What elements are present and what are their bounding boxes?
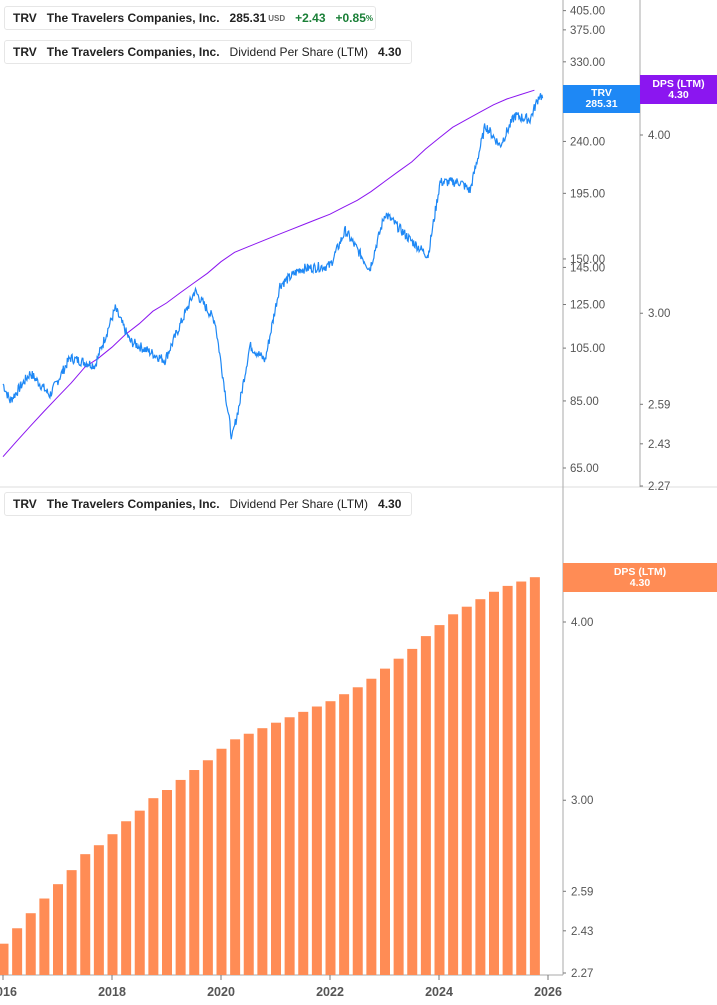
legend-ticker: TRV: [13, 11, 37, 25]
dps-tick-label: 2.27: [648, 481, 670, 493]
dps-bar: [339, 694, 350, 975]
price-tick-label: 195.00: [570, 188, 605, 200]
dps-bar: [516, 581, 527, 975]
price-tick-label: 125.00: [570, 300, 605, 312]
legend-company: The Travelers Companies, Inc.: [46, 497, 220, 511]
legend-price: 285.31: [229, 11, 267, 25]
dps-bar: [475, 599, 486, 975]
bar-tick-label: 3.00: [571, 795, 593, 807]
dps-bar: [298, 711, 309, 975]
dps-bar: [393, 658, 404, 975]
legend-company: The Travelers Companies, Inc.: [46, 11, 220, 25]
dps-bar: [66, 870, 77, 975]
price-tag-ticker: TRV: [591, 87, 612, 99]
bar-tick-label: 4.00: [571, 617, 593, 629]
legend-company: The Travelers Companies, Inc.: [46, 45, 220, 59]
dps-bar: [529, 577, 540, 975]
dps-bar: [434, 625, 445, 975]
dps-tick-label: 3.00: [648, 308, 670, 320]
price-tag: TRV 285.31: [563, 85, 640, 113]
dps-bar: [448, 614, 459, 975]
legend-change-pct: +0.85: [335, 11, 366, 25]
price-tick-label: 150.00: [570, 254, 605, 266]
dps-bar: [420, 636, 431, 975]
legend-value: 4.30: [378, 497, 402, 511]
legend-value: 4.30: [378, 45, 402, 59]
dps-bar: [162, 790, 172, 975]
dps-tick-label: 2.59: [648, 399, 670, 411]
legend-ticker: TRV: [13, 497, 37, 511]
price-tick-label: 405.00: [570, 6, 605, 18]
dps-bar: [325, 701, 336, 975]
dps-bar: [257, 728, 268, 975]
dps-legend-bottom[interactable]: TRV The Travelers Companies, Inc. Divide…: [4, 492, 412, 516]
dps-bar: [175, 779, 186, 975]
dps-bar: [12, 928, 23, 975]
dps-bar: [284, 717, 295, 975]
price-tag-value: 285.31: [585, 98, 618, 110]
price-tick-label: 145.00: [570, 262, 605, 274]
legend-pct-sign: %: [365, 13, 373, 23]
dps-bar: [80, 854, 91, 975]
dps-bar: [366, 678, 377, 975]
price-legend[interactable]: TRV The Travelers Companies, Inc. 285.31…: [4, 6, 376, 30]
price-line: [2, 93, 544, 440]
dps-bar: [148, 798, 159, 975]
bar-tick-label: 2.59: [571, 886, 593, 898]
price-tick-label: 85.00: [570, 396, 599, 408]
dps-bar: [230, 739, 241, 975]
dps-bar: [93, 845, 104, 975]
dps-bar: [0, 943, 9, 975]
dps-bar: [189, 770, 200, 975]
legend-ticker: TRV: [13, 45, 37, 59]
x-tick-label: 2018: [98, 985, 126, 999]
dps-tick-label: 2.43: [648, 439, 670, 451]
dps-tag-value: 4.30: [668, 88, 689, 101]
dps-bar: [39, 898, 50, 975]
dps-bar: [134, 810, 145, 975]
dps-tag-label: DPS (LTM): [613, 565, 667, 578]
x-tick-label: 2016: [0, 985, 17, 999]
dps-tag-value: 4.30: [629, 576, 651, 589]
dps-line: [2, 89, 535, 458]
x-tick-label: 2020: [207, 985, 235, 999]
dps-bar: [271, 722, 281, 975]
dps-bar: [216, 748, 227, 975]
dps-tick-label: 4.00: [648, 130, 670, 142]
dps-tag-top: DPS (LTM) 4.30: [640, 75, 717, 104]
price-tick-label: 375.00: [570, 25, 605, 37]
bar-tick-label: 2.27: [571, 968, 593, 980]
dps-legend-top[interactable]: TRV The Travelers Companies, Inc. Divide…: [4, 40, 412, 64]
legend-metric: Dividend Per Share (LTM): [229, 45, 369, 59]
dps-bar: [407, 648, 418, 975]
price-tick-label: 65.00: [570, 463, 599, 475]
dps-bar: [502, 585, 513, 975]
legend-currency: USD: [268, 13, 286, 23]
dps-bar: [202, 760, 213, 975]
dps-tag-label: DPS (LTM): [652, 77, 705, 90]
x-tick-label: 2024: [425, 985, 453, 999]
dps-bar: [489, 591, 499, 975]
dps-bar: [107, 834, 118, 975]
legend-change: +2.43: [295, 11, 326, 25]
price-tick-label: 330.00: [570, 57, 605, 69]
dps-bar: [25, 913, 36, 975]
dps-bar: [121, 821, 132, 975]
price-tick-label: 105.00: [570, 343, 605, 355]
dps-bar: [461, 606, 472, 975]
bar-tick-label: 2.43: [571, 926, 593, 938]
dps-bar: [311, 706, 322, 975]
dps-bar: [352, 687, 363, 975]
x-tick-label: 2022: [316, 985, 344, 999]
dps-bar: [53, 884, 63, 975]
dps-bar: [243, 733, 254, 975]
price-tick-label: 240.00: [570, 136, 605, 148]
legend-metric: Dividend Per Share (LTM): [229, 497, 369, 511]
x-tick-label: 2026: [534, 985, 562, 999]
dps-bar: [380, 668, 390, 975]
dps-tag-bottom: DPS (LTM) 4.30: [563, 563, 717, 592]
